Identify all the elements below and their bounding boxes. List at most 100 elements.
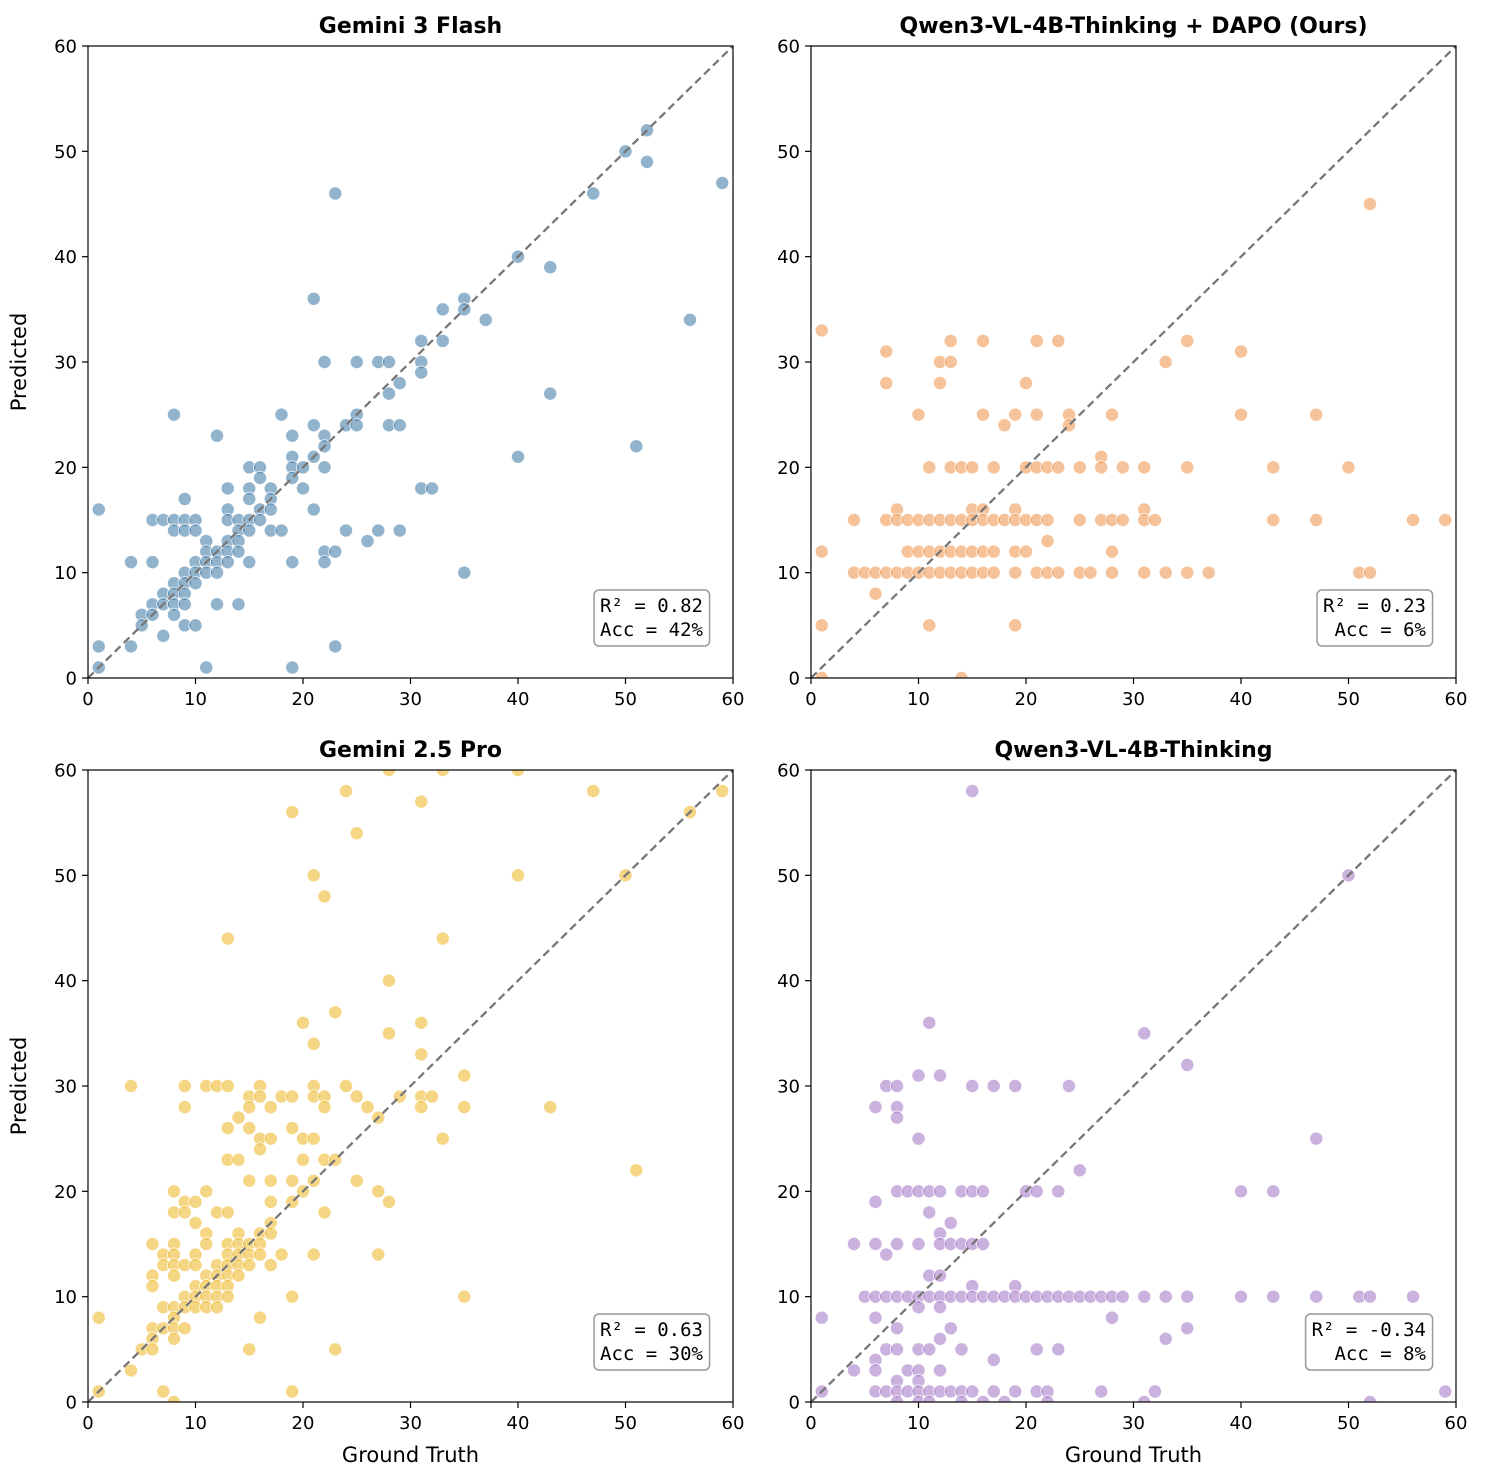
data-point	[1363, 1289, 1378, 1304]
data-point	[242, 491, 257, 506]
data-point	[328, 1005, 343, 1020]
data-point	[879, 1247, 894, 1262]
data-point	[1406, 513, 1421, 528]
data-point	[1105, 565, 1120, 580]
y-tick-label: 60	[777, 761, 800, 782]
data-point	[177, 1321, 192, 1336]
data-point	[317, 889, 332, 904]
identity-line	[88, 46, 733, 678]
data-point	[188, 1215, 203, 1230]
data-point	[1072, 513, 1087, 528]
data-point	[414, 1047, 429, 1062]
y-tick-label: 30	[777, 353, 800, 374]
data-point	[1148, 1384, 1163, 1399]
data-point	[683, 312, 698, 327]
data-point	[435, 1131, 450, 1146]
data-point	[715, 175, 730, 190]
data-point	[933, 1184, 948, 1199]
data-point	[922, 460, 937, 475]
x-tick-label: 60	[722, 1413, 745, 1434]
data-point	[1406, 1289, 1421, 1304]
identity-line	[811, 770, 1456, 1402]
data-point	[879, 376, 894, 391]
data-point	[91, 1310, 106, 1325]
data-point	[177, 1100, 192, 1115]
stats-box-frame	[593, 589, 711, 647]
data-point	[510, 449, 525, 464]
x-tick-label: 30	[1122, 689, 1145, 710]
data-point	[188, 1194, 203, 1209]
data-point	[414, 333, 429, 348]
data-point	[242, 1100, 257, 1115]
data-point	[976, 1184, 991, 1199]
data-point	[285, 1384, 300, 1399]
accuracy-text: Acc = 42%	[600, 619, 704, 641]
data-point	[933, 1300, 948, 1315]
data-point	[166, 407, 181, 422]
data-point	[220, 931, 235, 946]
x-tick-label: 30	[1122, 1413, 1145, 1434]
data-point	[1062, 1079, 1077, 1094]
data-point	[328, 186, 343, 201]
data-point	[1234, 407, 1249, 422]
y-tick-label: 10	[777, 1287, 800, 1308]
data-point	[166, 607, 181, 622]
panel-title: Qwen3-VL-4B-Thinking + DAPO (Ours)	[900, 14, 1368, 39]
data-point	[1201, 565, 1216, 580]
data-point	[360, 1100, 375, 1115]
data-point	[1363, 1395, 1377, 1402]
data-point	[381, 1194, 396, 1209]
x-tick-label: 30	[399, 1413, 422, 1434]
y-axis-label: Predicted	[7, 1037, 31, 1136]
data-point	[1029, 1342, 1044, 1357]
data-point	[640, 154, 655, 169]
data-point	[457, 1100, 472, 1115]
data-point	[1148, 513, 1163, 528]
y-tick-label: 60	[777, 37, 800, 58]
data-point	[177, 1079, 192, 1094]
data-point	[285, 660, 300, 675]
data-point	[349, 354, 364, 369]
x-tick-label: 50	[614, 1413, 637, 1434]
y-tick-label: 40	[777, 971, 800, 992]
data-point	[1234, 344, 1249, 359]
data-point	[166, 1268, 181, 1283]
data-point	[220, 1289, 235, 1304]
data-point	[814, 323, 829, 338]
stats-box-frame	[593, 1313, 711, 1371]
data-point	[879, 344, 894, 359]
data-point	[1040, 1395, 1055, 1402]
data-point	[868, 1194, 883, 1209]
data-point	[188, 618, 203, 633]
data-point	[868, 1100, 883, 1115]
data-point	[177, 1205, 192, 1220]
data-point	[1180, 333, 1195, 348]
data-point	[381, 354, 396, 369]
data-point	[1363, 196, 1378, 211]
data-point	[965, 1384, 980, 1399]
data-point	[285, 428, 300, 443]
data-point	[586, 784, 601, 799]
axis-ticks: 0 10 20 30 40 50 60 0 10 20 30 40 50 60	[777, 761, 1467, 1435]
data-point	[263, 1100, 278, 1115]
data-point	[1180, 460, 1195, 475]
stats-box: R² = 0.63 Acc = 30%	[593, 1313, 711, 1371]
r-squared-text: R² = -0.34	[1312, 1319, 1426, 1341]
data-point	[868, 1363, 883, 1378]
data-point	[435, 333, 450, 348]
data-point	[1137, 460, 1152, 475]
data-point	[1115, 1289, 1130, 1304]
x-tick-label: 60	[722, 689, 745, 710]
r-squared-text: R² = 0.63	[600, 1319, 703, 1341]
data-point	[629, 1163, 644, 1178]
y-tick-label: 10	[777, 563, 800, 584]
data-point	[424, 481, 439, 496]
data-point	[392, 523, 407, 538]
y-tick-label: 0	[789, 1393, 800, 1414]
data-point	[1105, 1310, 1120, 1325]
data-point	[252, 1089, 267, 1104]
data-point	[1051, 1184, 1066, 1199]
data-point	[242, 1258, 257, 1273]
panel-title: Qwen3-VL-4B-Thinking	[994, 738, 1272, 763]
stats-box: R² = 0.82 Acc = 42%	[593, 589, 711, 647]
